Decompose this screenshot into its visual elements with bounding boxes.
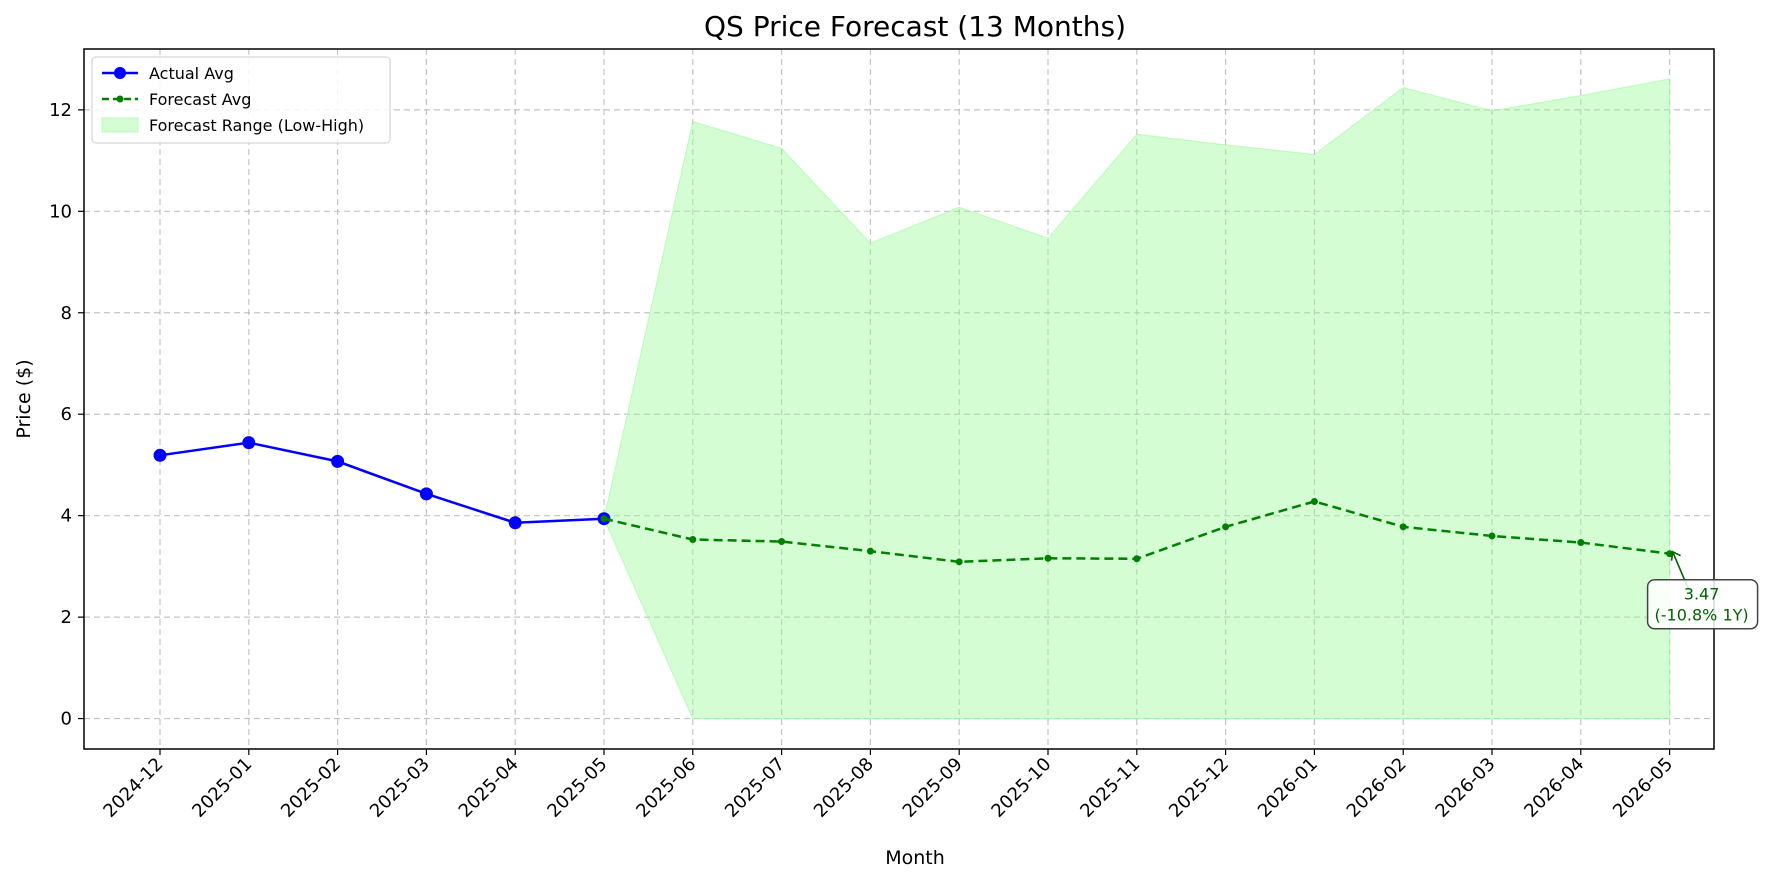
forecast-avg-point [1133,555,1141,563]
x-tick-label: 2025-09 [899,754,967,822]
series-lines [153,436,1674,566]
plot-frame [83,48,1715,750]
legend-marker-forecast [116,95,124,103]
actual-avg-point [242,436,256,450]
forecast-avg-point [600,515,608,523]
y-tick-label: 8 [61,303,72,324]
actual-avg-point [153,448,167,462]
actual-avg-point [331,454,345,468]
x-axis-title: Month [885,847,945,869]
x-tick-label: 2026-02 [1343,754,1411,822]
x-tick-label: 2025-02 [277,754,345,822]
y-axis-title: Price ($) [13,359,35,438]
y-tick-label: 2 [61,607,72,628]
x-tick-label: 2026-03 [1431,754,1499,822]
forecast-avg-point [1044,554,1052,562]
forecast-avg-point [955,558,963,566]
x-tick-label: 2025-07 [721,754,789,822]
forecast-avg-point [1310,497,1318,505]
legend-label-actual: Actual Avg [149,64,234,83]
forecast-annotation: 3.47 (-10.8% 1Y) [1646,550,1759,630]
x-tick-label: 2025-04 [455,754,523,822]
x-tick-label: 2025-11 [1076,754,1144,822]
actual-avg-line [159,441,605,525]
legend-label-forecast: Forecast Avg [149,90,251,109]
legend-swatch-range [101,117,139,133]
y-tick-label: 0 [61,709,72,730]
forecast-avg-point [866,547,874,555]
y-axis: 0 2 4 6 8 10 12 [49,100,84,730]
x-tick-label: 2024-12 [99,754,167,822]
x-tick-label: 2025-01 [188,754,256,822]
forecast-avg-point [1399,523,1407,531]
legend: Actual Avg Forecast Avg Forecast Range (… [91,56,391,144]
actual-avg-point [508,516,522,530]
chart-title: QS Price Forecast (13 Months) [704,10,1126,43]
x-tick-label: 2025-08 [810,754,878,822]
annotation-arrowhead [1670,550,1681,561]
x-tick-label: 2026-04 [1520,754,1588,822]
forecast-avg-point [1666,550,1674,558]
legend-label-range: Forecast Range (Low-High) [149,116,364,135]
forecast-avg-point [689,536,697,544]
actual-avg-point [419,487,433,501]
x-tick-label: 2025-05 [543,754,611,822]
x-tick-label: 2025-10 [987,754,1055,822]
forecast-range-band [603,78,1671,720]
y-tick-label: 4 [61,506,72,527]
annotation-box [1646,578,1759,630]
x-tick-label: 2026-05 [1609,754,1677,822]
x-tick-label: 2025-03 [366,754,434,822]
forecast-avg-point [1222,523,1230,531]
x-tick-label: 2025-12 [1165,754,1233,822]
y-tick-label: 12 [49,100,72,121]
y-tick-label: 10 [49,201,72,222]
annotation-value: 3.47 [1684,585,1720,604]
x-axis: 2024-12 2025-01 2025-02 2025-03 2025-04 2025-… [99,749,1677,822]
forecast-avg-point [1488,532,1496,540]
x-tick-label: 2026-01 [1254,754,1322,822]
forecast-avg-point [1577,539,1585,547]
legend-box [91,56,391,144]
annotation-change: (-10.8% 1Y) [1655,606,1749,625]
legend-marker-actual [114,67,126,79]
forecast-range-area [603,78,1671,720]
y-tick-label: 6 [61,404,72,425]
x-tick-label: 2025-06 [632,754,700,822]
grid [84,49,1714,749]
forecast-avg-point [778,538,786,546]
